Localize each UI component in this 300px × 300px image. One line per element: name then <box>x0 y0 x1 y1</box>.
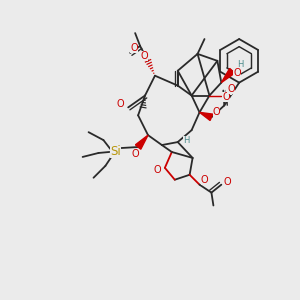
Polygon shape <box>221 68 235 83</box>
Text: H: H <box>184 136 190 145</box>
Text: O: O <box>213 107 220 117</box>
Text: O: O <box>153 165 161 175</box>
Text: O: O <box>201 175 208 185</box>
Text: O: O <box>140 51 148 61</box>
Text: O: O <box>233 68 241 78</box>
Text: O: O <box>130 43 138 53</box>
Text: H: H <box>237 60 243 69</box>
Text: O: O <box>223 92 230 103</box>
Text: H: H <box>226 86 232 95</box>
Text: O: O <box>131 149 139 159</box>
Text: O: O <box>224 177 231 187</box>
Text: O: O <box>227 84 235 94</box>
Polygon shape <box>135 135 148 149</box>
Polygon shape <box>200 112 213 121</box>
Text: Si: Si <box>110 146 121 158</box>
Text: O: O <box>116 99 124 110</box>
